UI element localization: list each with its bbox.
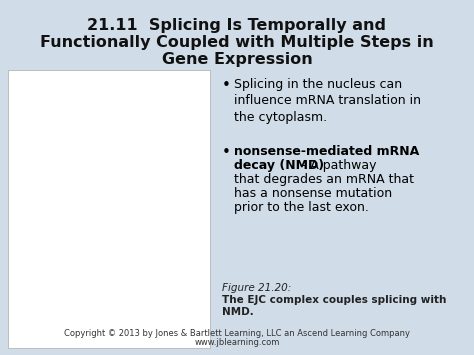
Text: The EJC complex couples splicing with: The EJC complex couples splicing with [222,295,447,305]
Text: Functionally Coupled with Multiple Steps in: Functionally Coupled with Multiple Steps… [40,35,434,50]
Text: NMD.: NMD. [222,307,254,317]
Text: •: • [222,78,231,93]
Text: •: • [222,145,231,160]
Text: Gene Expression: Gene Expression [162,52,312,67]
Text: Figure 21.20:: Figure 21.20: [222,283,294,293]
Text: www.jblearning.com: www.jblearning.com [194,338,280,347]
Text: has a nonsense mutation: has a nonsense mutation [234,187,392,200]
Text: Splicing in the nucleus can
influence mRNA translation in
the cytoplasm.: Splicing in the nucleus can influence mR… [234,78,421,124]
Text: decay (NMD): decay (NMD) [234,159,324,172]
Bar [8,70,210,348]
Text: that degrades an mRNA that: that degrades an mRNA that [234,173,414,186]
Text: 21.11  Splicing Is Temporally and: 21.11 Splicing Is Temporally and [88,18,386,33]
Text: prior to the last exon.: prior to the last exon. [234,201,369,214]
Text: Copyright © 2013 by Jones & Bartlett Learning, LLC an Ascend Learning Company: Copyright © 2013 by Jones & Bartlett Lea… [64,329,410,338]
Text: nonsense-mediated mRNA: nonsense-mediated mRNA [234,145,419,158]
Text: – A pathway: – A pathway [296,159,376,172]
